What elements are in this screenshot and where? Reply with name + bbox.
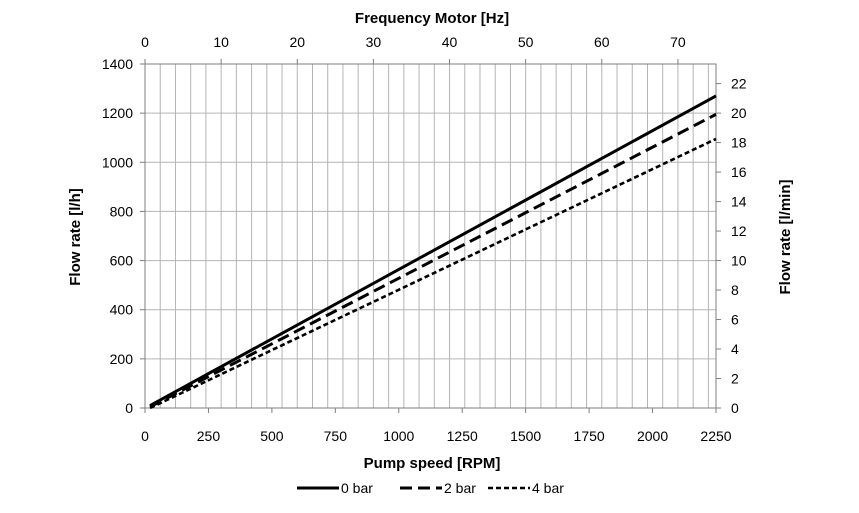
y-tick-label: 1200 [102, 105, 133, 121]
right-tick-label: 2 [731, 371, 739, 387]
plot-area-frame [144, 63, 717, 409]
x-tick-label: 1750 [574, 428, 605, 444]
right-axis-ticks: 0 2 4 6 8 10 12 14 16 18 20 22 [716, 76, 747, 416]
top-tick-label: 0 [141, 34, 149, 50]
x-axis-title: Pump speed [RPM] [364, 455, 501, 472]
y-tick-label: 800 [110, 203, 134, 219]
series-lines [149, 94, 717, 410]
top-tick-label: 20 [289, 34, 305, 50]
right-tick-label: 18 [731, 135, 747, 151]
x-tick-label: 1000 [383, 428, 414, 444]
top-tick-label: 30 [366, 34, 382, 50]
top-tick-label: 10 [213, 34, 229, 50]
x-tick-label: 2000 [637, 428, 668, 444]
legend: 0 bar 2 bar 4 bar [297, 480, 564, 496]
right-tick-label: 20 [731, 105, 747, 121]
right-tick-label: 4 [731, 341, 739, 357]
y-axis-ticks: 0 200 400 600 800 1000 1200 1400 [102, 56, 145, 416]
legend-label: 4 bar [532, 480, 564, 496]
x-tick-label: 1500 [510, 428, 541, 444]
series-line-0-bar [149, 94, 717, 407]
grid [145, 64, 716, 408]
right-axis-title: Flow rate [l/min] [777, 179, 794, 294]
x-axis-ticks: 0 250 500 750 1000 1250 1500 1750 2000 2250 [141, 408, 732, 444]
right-tick-label: 0 [731, 400, 739, 416]
top-axis-title: Frequency Motor [Hz] [355, 10, 509, 27]
right-tick-label: 8 [731, 282, 739, 298]
series-line-2-bar [149, 113, 717, 409]
y-tick-label: 600 [110, 253, 134, 269]
y-tick-label: 1400 [102, 56, 133, 72]
right-tick-label: 14 [731, 194, 747, 210]
right-tick-label: 12 [731, 223, 747, 239]
right-tick-label: 10 [731, 253, 747, 269]
y-tick-label: 1000 [102, 154, 133, 170]
top-tick-label: 60 [594, 34, 610, 50]
y-tick-label: 200 [110, 351, 134, 367]
x-tick-label: 1250 [447, 428, 478, 444]
top-tick-label: 50 [518, 34, 534, 50]
x-tick-label: 2250 [700, 428, 731, 444]
series-line-4-bar [149, 137, 717, 410]
legend-label: 0 bar [341, 480, 373, 496]
right-tick-label: 16 [731, 164, 747, 180]
right-tick-label: 22 [731, 76, 747, 92]
x-tick-label: 250 [197, 428, 221, 444]
y-tick-label: 400 [110, 302, 134, 318]
y-tick-label: 0 [125, 400, 133, 416]
y-axis-title: Flow rate [l/h] [67, 188, 84, 286]
legend-label: 2 bar [444, 480, 476, 496]
x-tick-label: 0 [141, 428, 149, 444]
x-tick-label: 500 [260, 428, 284, 444]
top-axis-ticks: 0 10 20 30 40 50 60 70 [141, 34, 686, 64]
x-tick-label: 750 [324, 428, 348, 444]
right-tick-label: 6 [731, 312, 739, 328]
top-tick-label: 70 [670, 34, 686, 50]
top-tick-label: 40 [442, 34, 458, 50]
